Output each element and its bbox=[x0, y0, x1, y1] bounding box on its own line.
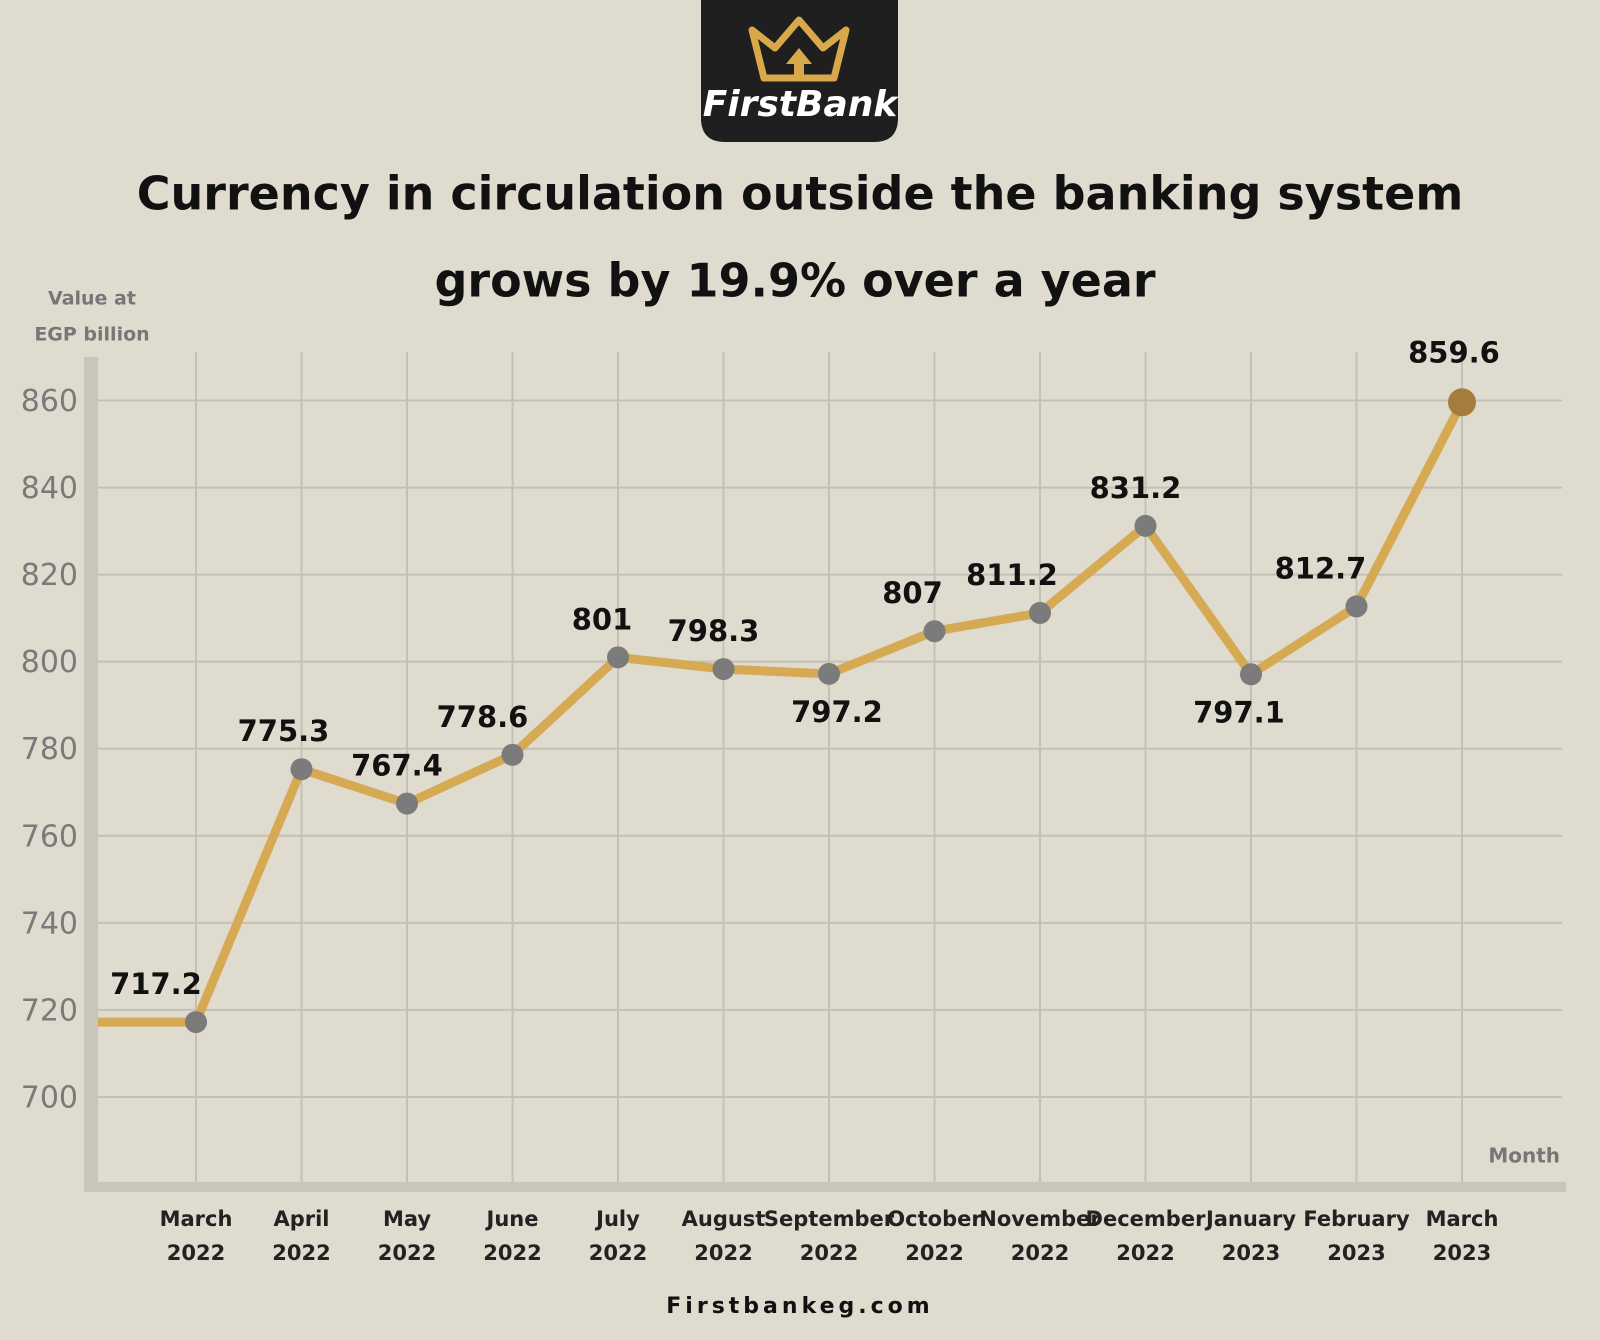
y-tick-label: 740 bbox=[21, 906, 78, 941]
data-label: 859.6 bbox=[1408, 335, 1500, 369]
x-tick-label: April 2022 bbox=[272, 1207, 330, 1265]
logo-arrow bbox=[786, 48, 812, 78]
x-axis bbox=[84, 1182, 1566, 1192]
x-tick-label: March 2023 bbox=[1426, 1207, 1499, 1265]
x-tick-label: January 2023 bbox=[1204, 1207, 1296, 1265]
data-label: 797.1 bbox=[1193, 695, 1285, 729]
y-tick-label: 820 bbox=[21, 558, 78, 593]
marker bbox=[185, 1011, 207, 1034]
x-tick-label: December 2022 bbox=[1086, 1207, 1207, 1265]
x-tick-label: November 2022 bbox=[979, 1207, 1101, 1265]
y-tick-label: 760 bbox=[21, 819, 78, 854]
logo-crown bbox=[748, 16, 850, 82]
data-label: 778.6 bbox=[437, 700, 529, 734]
data-label: 812.7 bbox=[1275, 551, 1367, 585]
y-tick-label: 860 bbox=[21, 384, 78, 419]
x-tick-label: July 2022 bbox=[589, 1207, 647, 1265]
footer: Firstbankeg.com bbox=[666, 1294, 933, 1319]
marker bbox=[501, 743, 524, 766]
x-axis-label: Month bbox=[1488, 1144, 1560, 1168]
marker bbox=[923, 620, 946, 643]
data-label: 801 bbox=[572, 602, 633, 636]
data-label: 767.4 bbox=[351, 749, 443, 783]
y-tick-label: 700 bbox=[21, 1080, 78, 1115]
data-label: 717.2 bbox=[110, 967, 202, 1001]
y-tick-label: 720 bbox=[21, 993, 78, 1028]
marker bbox=[1345, 595, 1368, 618]
marker bbox=[712, 658, 735, 681]
y-tick-label: 780 bbox=[21, 732, 78, 767]
data-label: 807 bbox=[882, 576, 943, 610]
data-label: 811.2 bbox=[966, 558, 1058, 592]
logo: FirstBank bbox=[701, 0, 899, 142]
chart-title: grows by 19.9% over a year bbox=[434, 254, 1155, 308]
x-tick-label: May 2022 bbox=[378, 1207, 436, 1265]
marker bbox=[1240, 663, 1262, 686]
marker bbox=[396, 792, 418, 815]
brand: FirstBank bbox=[703, 84, 900, 125]
x-tick-label: June 2022 bbox=[483, 1207, 541, 1265]
y-axis bbox=[84, 357, 98, 1190]
y-tick-label: 800 bbox=[21, 645, 78, 680]
x-tick-label: February 2023 bbox=[1303, 1207, 1410, 1265]
y-tick-label: 840 bbox=[21, 471, 78, 506]
y-axis-label: EGP billion bbox=[34, 324, 149, 346]
plot: 700 720 740 760 780 800 820 840 860 March 2022 Apri… bbox=[21, 335, 1566, 1265]
data-label: 798.3 bbox=[668, 614, 760, 648]
data-label: 797.2 bbox=[791, 695, 883, 729]
x-tick-label: October 2022 bbox=[887, 1207, 982, 1265]
chart-title: Currency in circulation outside the bank… bbox=[137, 167, 1464, 221]
marker bbox=[1029, 601, 1051, 624]
marker bbox=[607, 646, 629, 669]
x-tick-label: August 2022 bbox=[682, 1207, 766, 1265]
data-label: 831.2 bbox=[1090, 471, 1182, 505]
y-axis-label: Value at bbox=[48, 288, 136, 310]
data-label: 775.3 bbox=[238, 714, 330, 748]
x-tick-label: September 2022 bbox=[764, 1207, 895, 1265]
marker bbox=[290, 758, 313, 781]
marker bbox=[818, 662, 840, 685]
marker bbox=[1448, 388, 1476, 417]
marker bbox=[1134, 514, 1157, 537]
x-tick-label: March 2022 bbox=[160, 1207, 233, 1265]
